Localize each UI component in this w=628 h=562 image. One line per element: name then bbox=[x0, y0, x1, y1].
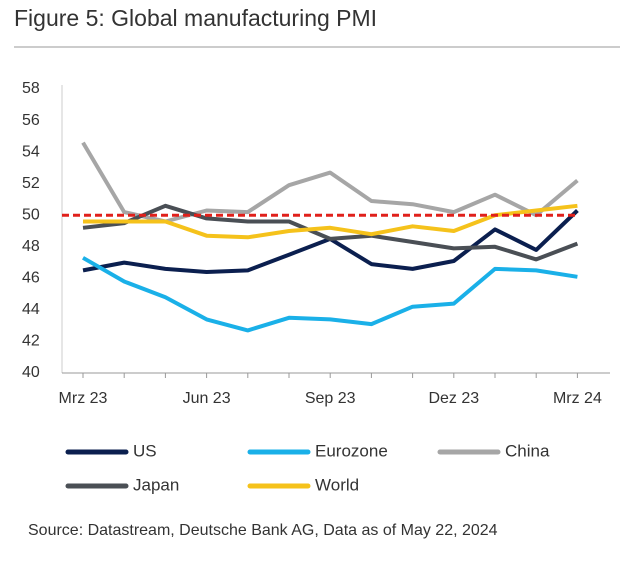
legend-label: World bbox=[315, 475, 359, 494]
y-tick-label: 48 bbox=[22, 238, 40, 255]
y-tick-label: 46 bbox=[22, 270, 40, 287]
y-tick-label: 56 bbox=[22, 112, 40, 129]
legend-label: Eurozone bbox=[315, 441, 388, 460]
y-tick-label: 44 bbox=[22, 301, 40, 318]
x-tick-label: Mrz 23 bbox=[59, 390, 108, 407]
y-tick-label: 40 bbox=[22, 364, 40, 381]
y-tick-label: 52 bbox=[22, 175, 40, 192]
x-tick-label: Mrz 24 bbox=[553, 390, 602, 407]
series-line bbox=[82, 256, 578, 333]
source: Source: Datastream, Deutsche Bank AG, Da… bbox=[28, 522, 498, 539]
series-line bbox=[82, 203, 579, 262]
x-tick-label: Sep 23 bbox=[305, 390, 356, 407]
y-tick-label: 42 bbox=[22, 333, 40, 350]
legend-label: China bbox=[505, 441, 550, 460]
y-tick-label: 54 bbox=[22, 143, 40, 160]
y-tick-label: 58 bbox=[22, 80, 40, 97]
y-tick-label: 50 bbox=[22, 206, 40, 223]
x-tick-label: Dez 23 bbox=[428, 390, 479, 407]
chart-title: Figure 5: Global manufacturing PMI bbox=[14, 5, 377, 31]
legend-label: US bbox=[133, 441, 157, 460]
legend-label: Japan bbox=[133, 475, 179, 494]
x-tick-label: Jun 23 bbox=[183, 390, 231, 407]
